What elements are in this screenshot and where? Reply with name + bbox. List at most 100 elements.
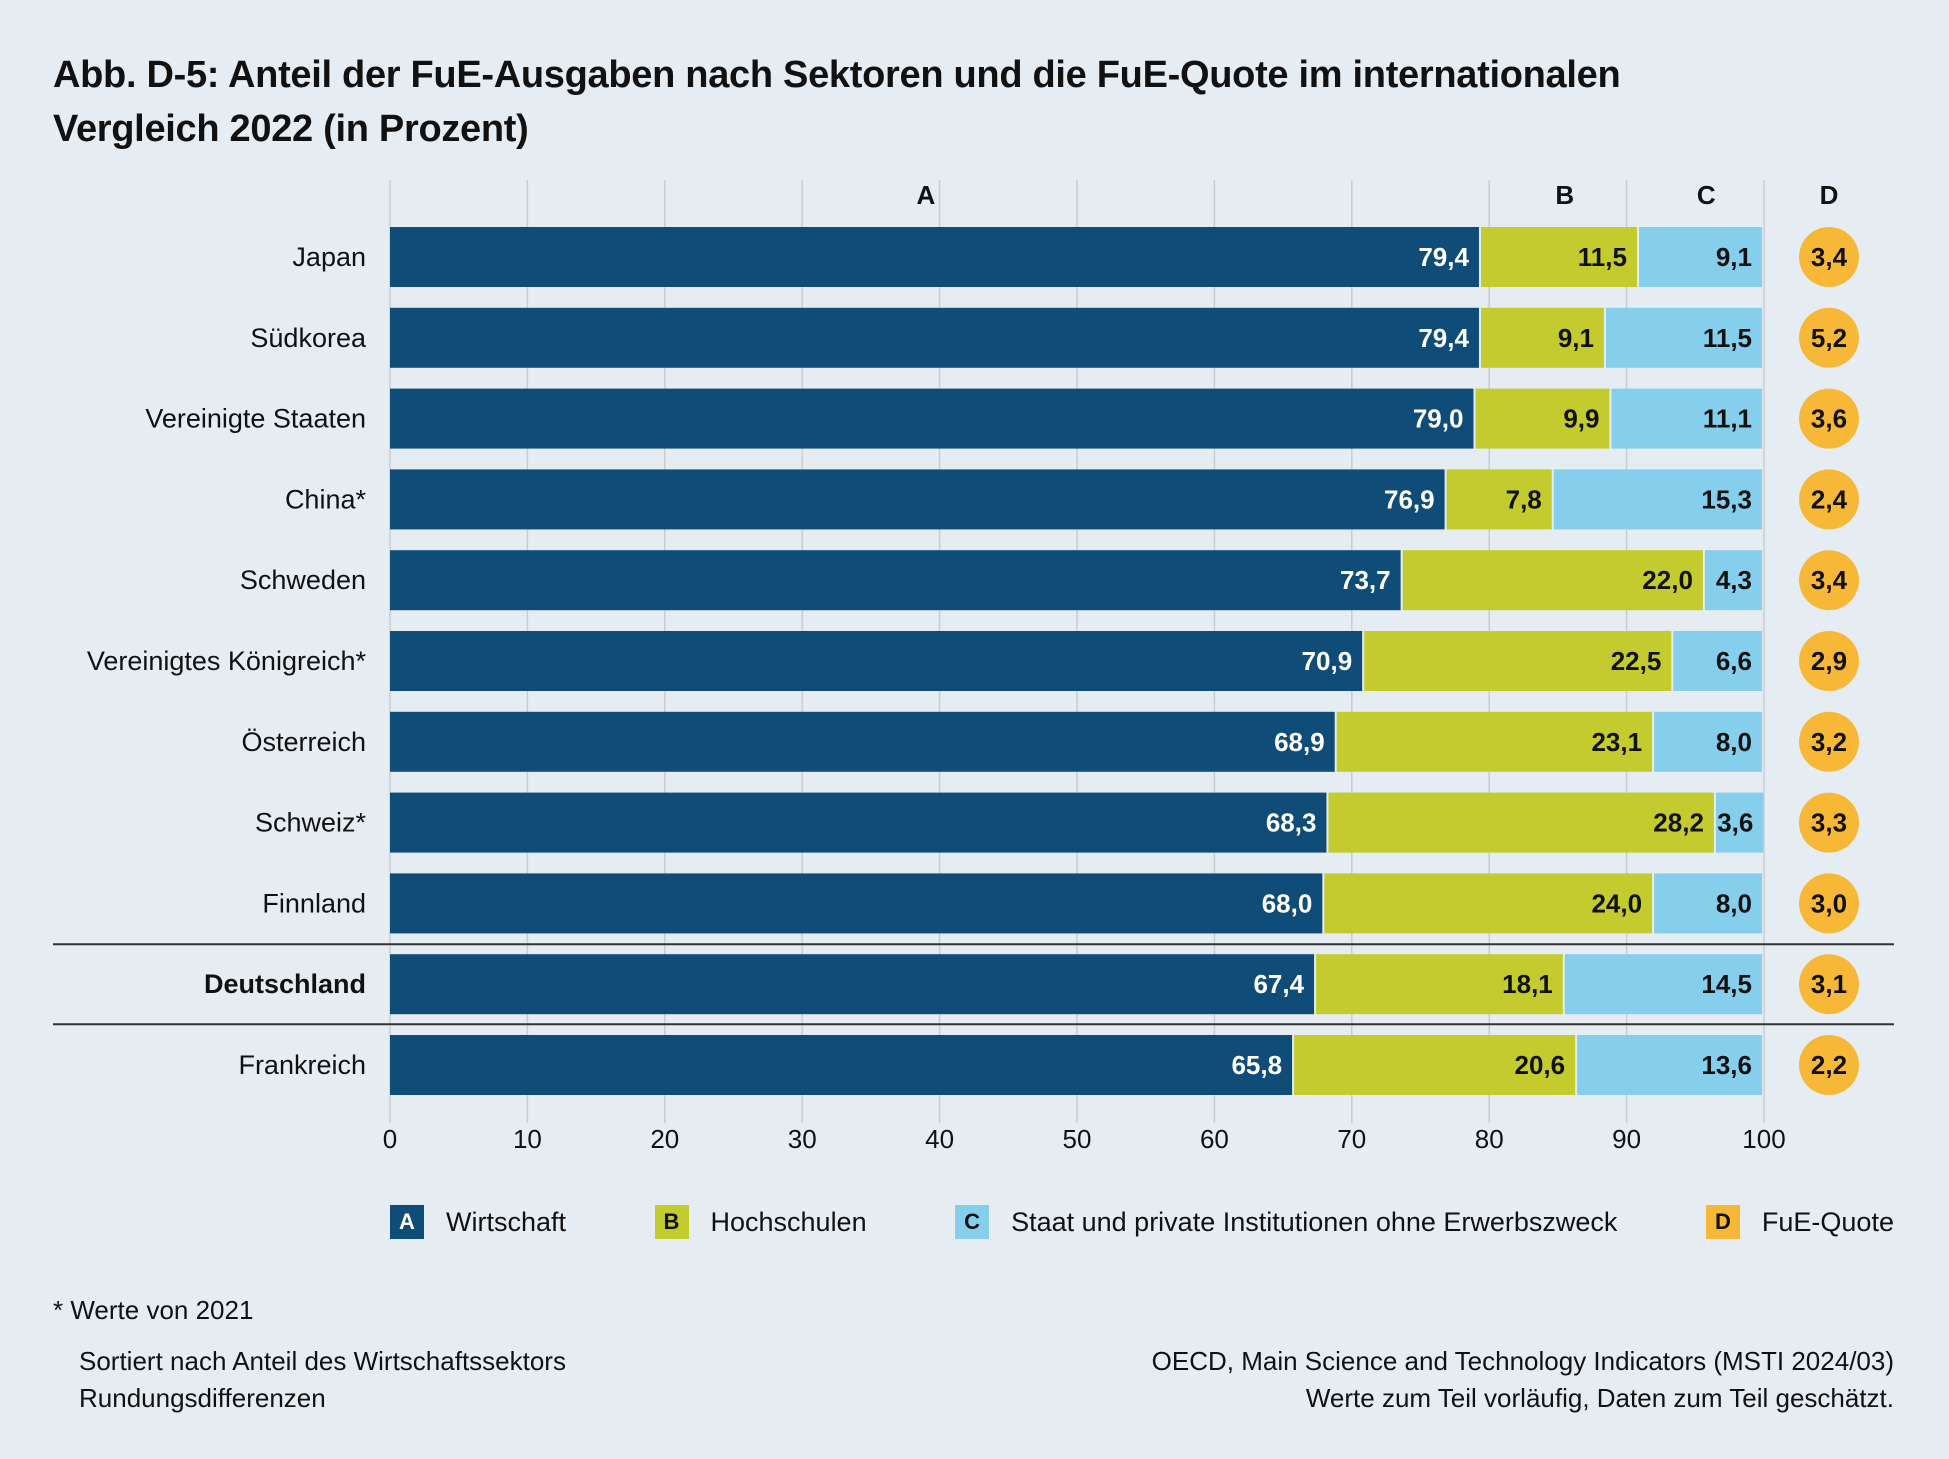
- data-label-c: 11,5: [1703, 323, 1752, 353]
- fue-quote-circle: [1799, 1035, 1859, 1095]
- category-label: Schweden: [240, 565, 366, 595]
- bar-segment-b: [1480, 227, 1637, 287]
- data-label-a: 79,4: [1418, 242, 1469, 272]
- source-line-2: Werte zum Teil vorläufig, Daten zum Teil…: [1305, 1383, 1894, 1413]
- legend-label-b: Hochschulen: [710, 1206, 867, 1237]
- bar-segment-a: [390, 631, 1363, 691]
- bar-segment-a: [390, 954, 1315, 1015]
- data-label-b: 7,8: [1506, 484, 1542, 514]
- data-label-b: 28,2: [1653, 808, 1704, 838]
- legend-swatch-a: A: [390, 1205, 424, 1239]
- fue-quote-label: 3,1: [1811, 969, 1847, 999]
- category-label: Japan: [292, 242, 366, 272]
- bar-segment-c: [1564, 954, 1762, 1015]
- footnote-source: OECD, Main Science and Technology Indica…: [1152, 1343, 1894, 1417]
- title-line-1: Abb. D-5: Anteil der FuE-Ausgaben nach S…: [53, 54, 1621, 96]
- data-label-b: 9,9: [1563, 404, 1599, 434]
- bar-segment-a: [390, 1035, 1293, 1095]
- bar-segment-c: [1553, 469, 1762, 530]
- legend-item-a: A Wirtschaft: [390, 1205, 566, 1239]
- bar-segment-a: [390, 469, 1445, 530]
- footnote-rounding: Rundungsdifferenzen: [79, 1383, 326, 1413]
- x-tick-label: 70: [1337, 1124, 1366, 1154]
- bar-segment-b: [1336, 711, 1653, 772]
- bar-segment-c: [1638, 227, 1762, 287]
- data-label-b: 22,0: [1642, 565, 1693, 595]
- bar-segment-b: [1480, 307, 1604, 368]
- bar-segment-b: [1475, 388, 1610, 449]
- bar-segment-c: [1577, 1035, 1762, 1095]
- legend-label-d: FuE-Quote: [1761, 1206, 1894, 1237]
- bar-segment-c: [1704, 550, 1762, 611]
- fue-quote-label: 3,0: [1811, 888, 1847, 918]
- x-tick-label: 20: [650, 1124, 679, 1154]
- fue-quote-label: 5,2: [1811, 323, 1847, 353]
- category-label: China*: [285, 484, 367, 514]
- chart-title: Abb. D-5: Anteil der FuE-Ausgaben nach S…: [53, 48, 1853, 156]
- bar-segment-a: [390, 792, 1327, 853]
- bar-segment-a: [390, 873, 1323, 934]
- x-tick-label: 40: [925, 1124, 954, 1154]
- category-label: Österreich: [241, 727, 366, 757]
- data-label-a: 73,7: [1340, 565, 1391, 595]
- data-label-c: 9,1: [1716, 242, 1752, 272]
- bar-segment-c: [1654, 711, 1762, 772]
- data-label-c: 4,3: [1716, 565, 1752, 595]
- data-label-b: 20,6: [1515, 1050, 1566, 1080]
- footnote-asterisk: * Werte von 2021: [53, 1295, 254, 1325]
- fue-quote-label: 2,4: [1811, 484, 1848, 514]
- bar-segment-b: [1364, 631, 1672, 691]
- source-line-1: OECD, Main Science and Technology Indica…: [1151, 1346, 1894, 1376]
- data-label-a: 67,4: [1253, 969, 1304, 999]
- fue-quote-circle: [1799, 388, 1859, 449]
- x-tick-label: 60: [1200, 1124, 1229, 1154]
- data-label-a: 68,9: [1274, 727, 1325, 757]
- category-label: Vereinigte Staaten: [145, 404, 366, 434]
- bar-segment-a: [390, 227, 1479, 287]
- fue-quote-label: 3,6: [1811, 404, 1847, 434]
- data-label-a: 68,3: [1266, 808, 1317, 838]
- legend-swatch-b: B: [654, 1205, 689, 1239]
- fue-quote-label: 2,2: [1811, 1050, 1847, 1080]
- data-label-b: 23,1: [1591, 727, 1642, 757]
- legend-label-c: Staat und private Institutionen ohne Erw…: [1011, 1206, 1618, 1237]
- data-label-a: 68,0: [1262, 888, 1313, 918]
- title-line-2: Vergleich 2022 (in Prozent): [53, 108, 529, 150]
- footnote-notes: Sortiert nach Anteil des Wirtschaftssekt…: [79, 1343, 566, 1417]
- data-label-c: 3,6: [1717, 808, 1753, 838]
- fue-quote-label: 2,9: [1811, 646, 1847, 676]
- bar-segment-b: [1324, 873, 1653, 934]
- category-label: Finnland: [262, 888, 366, 918]
- fue-quote-circle: [1799, 954, 1859, 1015]
- data-label-a: 65,8: [1231, 1050, 1282, 1080]
- bar-segment-c: [1673, 631, 1762, 691]
- bar-segment-b: [1446, 469, 1552, 530]
- data-label-b: 22,5: [1611, 646, 1662, 676]
- fue-quote-circle: [1799, 469, 1859, 530]
- fue-quote-circle: [1799, 307, 1859, 368]
- fue-quote-label: 3,2: [1811, 727, 1847, 757]
- bar-segment-a: [390, 711, 1335, 772]
- fue-quote-circle: [1799, 873, 1859, 934]
- category-label: Vereinigtes Königreich*: [87, 646, 367, 676]
- legend-item-b: B Hochschulen: [654, 1205, 867, 1239]
- data-label-a: 79,0: [1413, 404, 1464, 434]
- bar-segment-a: [390, 388, 1474, 449]
- category-label: Frankreich: [238, 1050, 366, 1080]
- bar-segment-c: [1654, 873, 1762, 934]
- data-label-b: 24,0: [1591, 888, 1642, 918]
- category-label: Deutschland: [204, 969, 366, 999]
- fue-quote-circle: [1799, 550, 1859, 611]
- x-tick-label: 0: [383, 1124, 397, 1154]
- fue-quote-label: 3,4: [1811, 242, 1848, 272]
- bar-segment-b: [1402, 550, 1703, 611]
- bar-segment-b: [1294, 1035, 1576, 1095]
- legend-swatch-d: D: [1705, 1205, 1740, 1239]
- x-tick-label: 100: [1742, 1124, 1785, 1154]
- x-tick-label: 90: [1612, 1124, 1641, 1154]
- x-tick-label: 10: [513, 1124, 542, 1154]
- legend-swatch-c: C: [955, 1205, 990, 1239]
- data-label-b: 18,1: [1502, 969, 1553, 999]
- fue-quote-circle: [1799, 631, 1859, 691]
